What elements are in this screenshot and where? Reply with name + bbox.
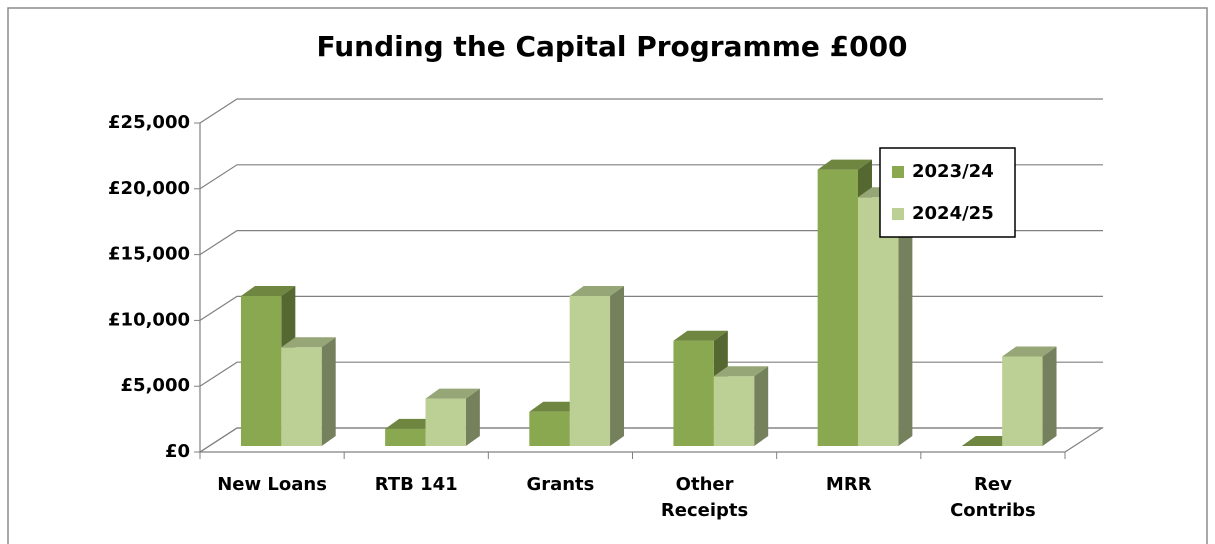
bar-side <box>610 285 625 446</box>
bar-side <box>1042 346 1057 446</box>
bar <box>673 340 714 446</box>
grid-line <box>199 295 1103 321</box>
bar <box>240 295 282 446</box>
grid-line <box>199 361 1103 387</box>
legend-swatch <box>892 208 904 220</box>
bar-side <box>465 388 480 446</box>
y-tick-label: £15,000 <box>108 244 190 265</box>
x-tick-label: New Loans <box>217 474 327 495</box>
y-tick-label: £5,000 <box>121 375 190 396</box>
bar <box>1002 356 1043 446</box>
bar <box>281 347 322 446</box>
bar-side <box>898 187 913 446</box>
chart-frame <box>7 7 1208 544</box>
x-tick-label: MRR <box>825 474 872 495</box>
bar-top <box>817 159 872 170</box>
bar <box>425 398 466 446</box>
bar <box>817 169 858 446</box>
bar-top <box>240 285 296 296</box>
bar-top <box>673 330 728 341</box>
grid-line <box>199 427 1103 453</box>
x-tick-label: Rev Contribs <box>950 474 1036 521</box>
bar <box>858 197 899 446</box>
y-tick-label: £10,000 <box>108 309 190 330</box>
bar <box>713 376 755 446</box>
x-tick-label: RTB 141 <box>374 474 458 495</box>
grid-line <box>199 164 1103 190</box>
bar-top <box>713 366 769 377</box>
legend-label: 2024/25 <box>912 203 994 224</box>
y-tick-label: £20,000 <box>108 178 190 199</box>
bar <box>569 295 611 446</box>
bar-side <box>754 366 769 446</box>
legend-swatch <box>892 166 904 178</box>
bar-top <box>569 285 625 296</box>
grid-line <box>199 98 1103 124</box>
legend-box <box>879 147 1016 238</box>
x-tick-label: Grants <box>526 474 595 495</box>
bar-top <box>1002 346 1057 357</box>
x-tick-label: Other Receipts <box>660 474 749 521</box>
bar-top <box>281 337 336 348</box>
grid-line <box>199 230 1103 256</box>
bar-side <box>321 337 336 446</box>
chart-title: Funding the Capital Programme £000 <box>316 30 907 63</box>
y-tick-label: £25,000 <box>108 112 190 133</box>
bar <box>529 411 570 446</box>
bar <box>385 428 426 446</box>
legend-label: 2023/24 <box>912 161 994 182</box>
bar-top <box>425 388 480 399</box>
y-tick-label: £0 <box>165 441 190 462</box>
